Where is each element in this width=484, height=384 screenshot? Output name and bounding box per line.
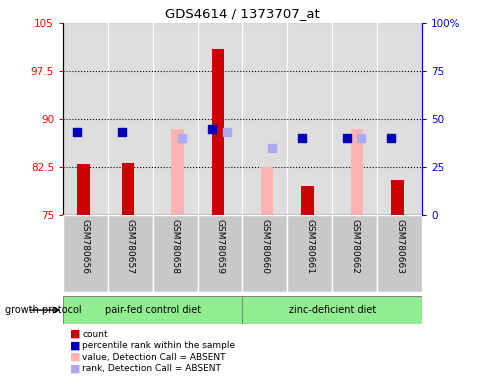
Text: GSM780663: GSM780663 — [394, 219, 403, 274]
Text: GSM780661: GSM780661 — [304, 219, 314, 274]
Bar — [332, 23, 376, 215]
Bar — [121, 162, 134, 215]
Text: growth protocol: growth protocol — [5, 305, 81, 315]
Text: GSM780656: GSM780656 — [81, 219, 90, 274]
Bar — [107, 215, 152, 292]
Text: GSM780657: GSM780657 — [125, 219, 135, 274]
Title: GDS4614 / 1373707_at: GDS4614 / 1373707_at — [165, 7, 319, 20]
Bar — [242, 296, 421, 324]
Text: ■: ■ — [70, 364, 80, 374]
Point — [357, 135, 364, 141]
Bar — [77, 164, 90, 215]
Bar — [287, 23, 332, 215]
Point — [342, 135, 350, 141]
Bar — [332, 215, 376, 292]
Point — [178, 135, 185, 141]
Bar — [63, 215, 107, 292]
Text: GSM780660: GSM780660 — [260, 219, 269, 274]
Text: ■: ■ — [70, 329, 80, 339]
Bar — [350, 129, 363, 215]
Bar — [242, 23, 287, 215]
Bar — [171, 129, 183, 215]
Bar — [107, 23, 152, 215]
Text: zinc-deficient diet: zinc-deficient diet — [288, 305, 375, 315]
Bar — [260, 167, 273, 215]
Text: GSM780659: GSM780659 — [215, 219, 224, 274]
Point — [297, 135, 305, 141]
Text: rank, Detection Call = ABSENT: rank, Detection Call = ABSENT — [82, 364, 221, 373]
Text: pair-fed control diet: pair-fed control diet — [105, 305, 200, 315]
Bar — [63, 296, 242, 324]
Bar — [211, 49, 224, 215]
Bar — [152, 23, 197, 215]
Bar — [301, 186, 313, 215]
Point — [387, 135, 394, 141]
Text: percentile rank within the sample: percentile rank within the sample — [82, 341, 235, 350]
Point — [208, 126, 215, 132]
Text: ■: ■ — [70, 352, 80, 362]
Point — [223, 129, 230, 135]
Bar — [376, 23, 421, 215]
Bar — [376, 215, 421, 292]
Text: ■: ■ — [70, 341, 80, 351]
Bar — [197, 215, 242, 292]
Bar — [390, 180, 403, 215]
Point — [267, 145, 275, 151]
Point — [118, 129, 126, 135]
Text: count: count — [82, 329, 108, 339]
Text: GSM780658: GSM780658 — [170, 219, 180, 274]
Bar — [63, 23, 107, 215]
Bar — [242, 215, 287, 292]
Bar — [197, 23, 242, 215]
Text: GSM780662: GSM780662 — [349, 219, 359, 274]
Point — [74, 129, 81, 135]
Bar — [152, 215, 197, 292]
Bar — [287, 215, 332, 292]
Text: value, Detection Call = ABSENT: value, Detection Call = ABSENT — [82, 353, 226, 362]
